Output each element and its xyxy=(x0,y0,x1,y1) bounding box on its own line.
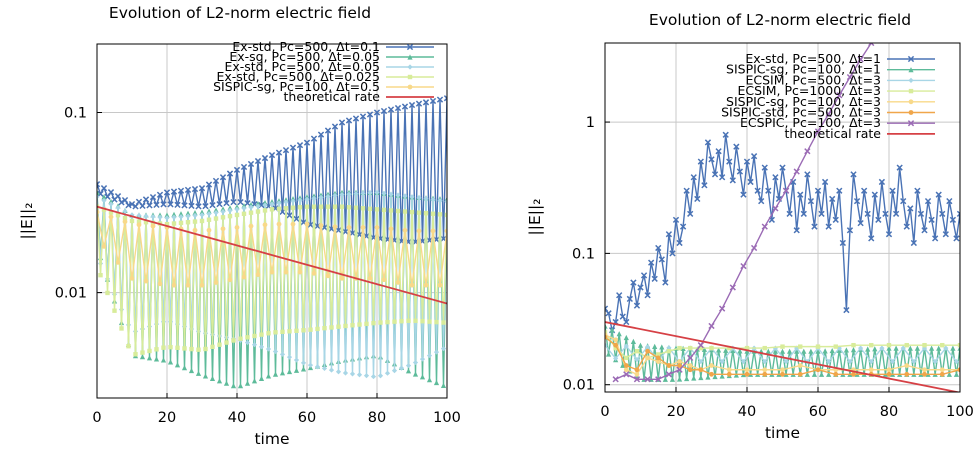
legend-label: Ex-std, Pc=500, Δt=0.025 xyxy=(216,69,380,84)
series-8 xyxy=(605,321,960,392)
y-axis-label: ||E||₂ xyxy=(18,203,36,240)
legend-label: SISPIC-sg, Pc=100, Δt=1 xyxy=(726,62,881,77)
x-tick-label: 0 xyxy=(600,404,609,420)
series-1 xyxy=(605,131,960,334)
legend-label: ECSIM, Pc=1000, Δt=3 xyxy=(738,83,882,98)
x-tick-label: 0 xyxy=(92,410,101,426)
x-tick-label: 40 xyxy=(228,410,246,426)
series-6 xyxy=(97,205,447,305)
y-axis-label: ||E||₂ xyxy=(526,199,544,236)
x-tick-label: 80 xyxy=(880,404,898,420)
legend-label: Ex-std, Pc=500, Δt=0.1 xyxy=(232,39,380,54)
y-axis: 0.01 0.1 1 ||E||₂ xyxy=(526,115,610,394)
y-tick-label: 0.01 xyxy=(55,286,87,302)
legend-label: ECSIM, Pc=500, Δt=3 xyxy=(745,72,881,87)
x-tick-label: 40 xyxy=(738,404,756,420)
chart-2: Evolution of L2-norm electric field 0 20 40… xyxy=(526,11,974,442)
x-tick-label: 100 xyxy=(433,410,461,426)
x-axis-label: time xyxy=(254,430,289,448)
plot-frame xyxy=(604,42,961,393)
chart-title: Evolution of L2-norm electric field xyxy=(649,11,911,29)
x-tick-label: 20 xyxy=(667,404,685,420)
x-tick-label: 60 xyxy=(809,404,827,420)
y-axis: 0.01 0.1 ||E||₂ xyxy=(18,105,102,302)
legend-label: theoretical rate xyxy=(284,89,381,104)
legend-label: ECSPIC, Pc=100, Δt=3 xyxy=(740,115,881,130)
legend: Ex-std, Pc=500, Δt=0.1Ex-sg, Pc=500, Δt=… xyxy=(213,39,434,104)
legend-label: SISPIC-std, Pc=500, Δt=3 xyxy=(721,105,881,120)
plot-area xyxy=(97,95,447,389)
legend-label: Ex-sg, Pc=500, Δt=0.05 xyxy=(229,49,380,64)
legend-label: theoretical rate xyxy=(785,126,882,141)
y-tick-label: 0.1 xyxy=(64,105,87,121)
series-line xyxy=(605,321,960,392)
series-line xyxy=(97,205,447,305)
x-tick-label: 80 xyxy=(368,410,386,426)
series-line xyxy=(605,134,960,331)
legend-label: Ex-std, Pc=500, Δt=0.05 xyxy=(224,59,380,74)
x-axis: 0 20 40 60 80 100 time xyxy=(92,393,461,448)
series-7 xyxy=(612,43,875,383)
x-axis-label: time xyxy=(765,424,800,442)
legend-label: SISPIC-sg, Pc=100, Δt=3 xyxy=(726,94,881,109)
legend-label: Ex-std, Pc=500, Δt=1 xyxy=(745,51,881,66)
x-axis: 0 20 40 60 80 100 time xyxy=(600,387,974,442)
series-line xyxy=(605,344,957,363)
chart-title: Evolution of L2-norm electric field xyxy=(109,4,371,22)
y-tick-label: 0.1 xyxy=(572,246,595,262)
plot-area xyxy=(605,43,960,392)
series-6 xyxy=(605,334,960,377)
y-tick-label: 0.01 xyxy=(563,378,595,394)
x-tick-label: 20 xyxy=(158,410,176,426)
x-tick-label: 100 xyxy=(946,404,974,420)
chart-1: Evolution of L2-norm electric field 0 20 40… xyxy=(18,4,461,448)
legend-label: SISPIC-sg, Pc=100, Δt=0.5 xyxy=(213,79,380,94)
series-1 xyxy=(97,95,447,246)
y-tick-label: 1 xyxy=(586,115,595,131)
plot-frame xyxy=(96,43,448,399)
series-5 xyxy=(97,209,447,288)
series-5 xyxy=(605,332,960,377)
series-2 xyxy=(605,323,960,382)
x-tick-label: 60 xyxy=(298,410,316,426)
series-4 xyxy=(97,204,447,357)
